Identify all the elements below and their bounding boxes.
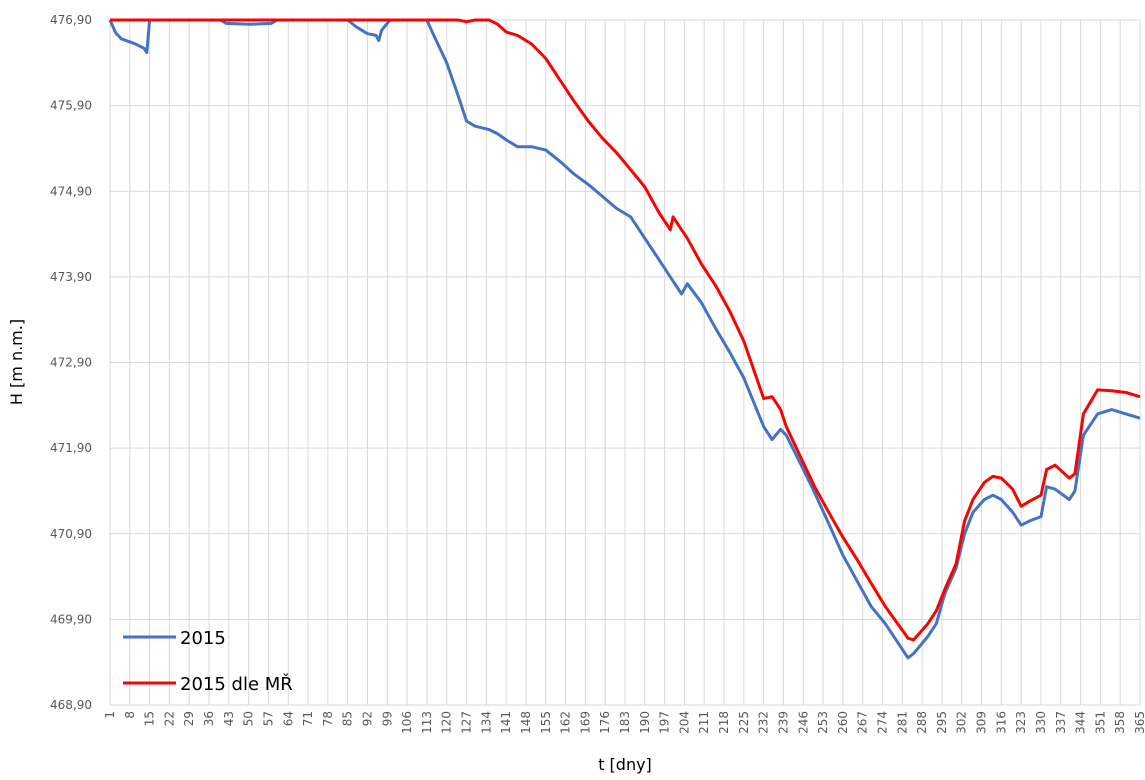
x-tick-label: 316 bbox=[994, 711, 1008, 734]
x-axis-label: t [dny] bbox=[598, 755, 652, 774]
x-tick-label: 169 bbox=[578, 711, 592, 734]
x-tick-label: 8 bbox=[123, 711, 137, 719]
y-tick-label: 469,90 bbox=[50, 612, 92, 626]
x-tick-label: 323 bbox=[1014, 711, 1028, 734]
x-tick-label: 148 bbox=[519, 711, 533, 734]
x-tick-label: 78 bbox=[321, 711, 335, 726]
y-tick-label: 470,90 bbox=[50, 527, 92, 541]
x-tick-label: 99 bbox=[380, 711, 394, 726]
x-tick-label: 295 bbox=[935, 711, 949, 734]
x-tick-label: 365 bbox=[1133, 711, 1145, 734]
x-tick-label: 85 bbox=[341, 711, 355, 726]
y-tick-label: 471,90 bbox=[50, 441, 92, 455]
x-tick-label: 29 bbox=[182, 711, 196, 726]
x-tick-label: 225 bbox=[737, 711, 751, 734]
series-line bbox=[108, 18, 1141, 660]
x-tick-label: 211 bbox=[697, 711, 711, 734]
x-tick-label: 302 bbox=[955, 711, 969, 734]
x-tick-label: 15 bbox=[143, 711, 157, 726]
x-tick-label: 267 bbox=[856, 711, 870, 734]
x-tick-label: 232 bbox=[757, 711, 771, 734]
x-tick-label: 141 bbox=[499, 711, 513, 734]
x-tick-label: 337 bbox=[1054, 711, 1068, 734]
x-tick-label: 162 bbox=[559, 711, 573, 734]
x-tick-label: 218 bbox=[717, 711, 731, 734]
x-tick-label: 120 bbox=[440, 711, 454, 734]
x-tick-label: 281 bbox=[895, 711, 909, 734]
x-tick-label: 176 bbox=[598, 711, 612, 734]
x-tick-label: 1 bbox=[103, 711, 117, 719]
legend-label: 2015 bbox=[180, 628, 226, 649]
x-tick-label: 43 bbox=[222, 711, 236, 726]
x-tick-label: 36 bbox=[202, 711, 216, 726]
x-tick-label: 92 bbox=[361, 711, 375, 726]
y-tick-label: 472,90 bbox=[50, 356, 92, 370]
y-axis-label: H [m n.m.] bbox=[7, 319, 26, 405]
x-tick-label: 71 bbox=[301, 711, 315, 726]
x-tick-label: 50 bbox=[242, 711, 256, 726]
y-tick-label: 476,90 bbox=[50, 13, 92, 27]
x-tick-label: 190 bbox=[638, 711, 652, 734]
y-tick-label: 474,90 bbox=[50, 184, 92, 198]
x-tick-label: 253 bbox=[816, 711, 830, 734]
y-tick-label: 468,90 bbox=[50, 698, 92, 712]
x-tick-label: 330 bbox=[1034, 711, 1048, 734]
x-tick-label: 155 bbox=[539, 711, 553, 734]
y-tick-label: 475,90 bbox=[50, 99, 92, 113]
y-tick-label: 473,90 bbox=[50, 270, 92, 284]
x-tick-label: 204 bbox=[677, 711, 691, 734]
x-tick-label: 134 bbox=[479, 711, 493, 734]
x-tick-label: 246 bbox=[796, 711, 810, 734]
x-tick-label: 358 bbox=[1113, 711, 1127, 734]
x-tick-label: 127 bbox=[460, 711, 474, 734]
legend-label: 2015 dle MŘ bbox=[180, 673, 293, 695]
x-tick-label: 260 bbox=[836, 711, 850, 734]
x-tick-label: 274 bbox=[876, 711, 890, 734]
series-line bbox=[110, 18, 1141, 642]
x-tick-label: 57 bbox=[261, 711, 275, 726]
x-tick-label: 344 bbox=[1074, 711, 1088, 734]
x-tick-label: 22 bbox=[162, 711, 176, 726]
x-tick-label: 239 bbox=[776, 711, 790, 734]
x-tick-label: 64 bbox=[281, 711, 295, 726]
x-tick-label: 309 bbox=[975, 711, 989, 734]
x-tick-label: 351 bbox=[1093, 711, 1107, 734]
x-tick-label: 197 bbox=[658, 711, 672, 734]
x-tick-label: 113 bbox=[420, 711, 434, 734]
x-tick-label: 183 bbox=[618, 711, 632, 734]
x-tick-label: 106 bbox=[400, 711, 414, 734]
x-tick-label: 288 bbox=[915, 711, 929, 734]
